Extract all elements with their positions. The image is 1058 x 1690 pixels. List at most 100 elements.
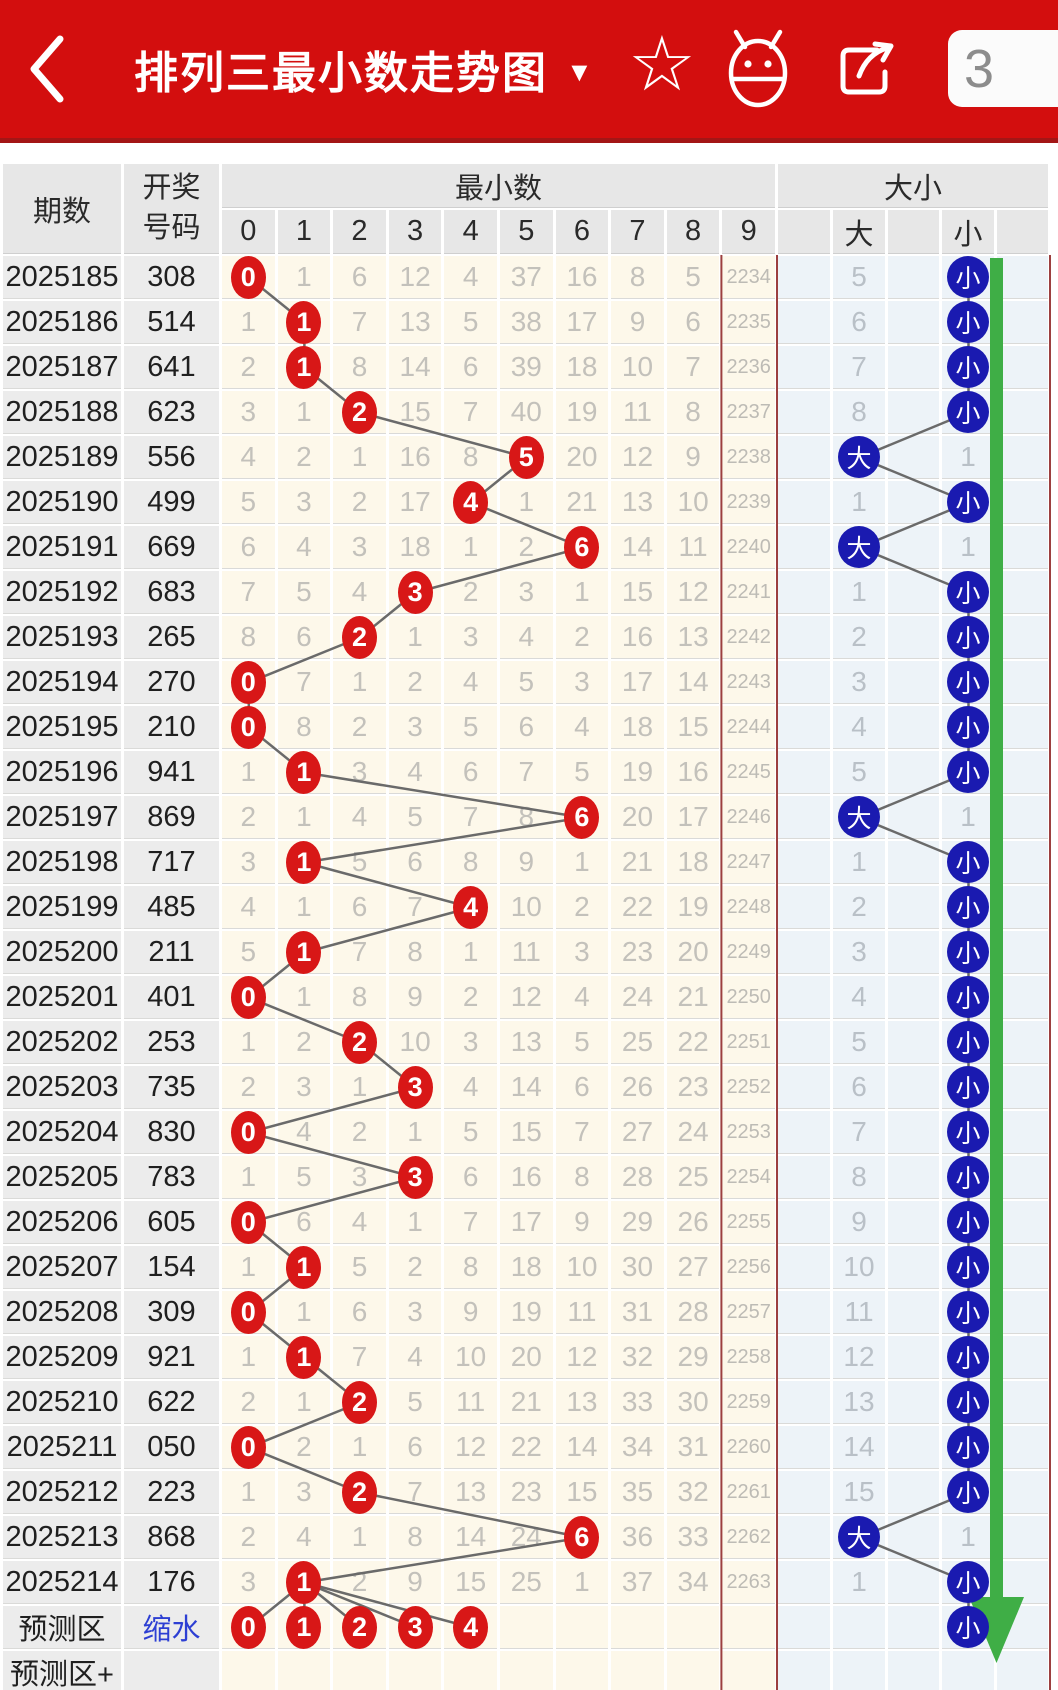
gap-cell — [888, 841, 939, 884]
draw-number-cell: 223 — [124, 1471, 219, 1514]
min-digit-circle: 2 — [341, 1020, 377, 1064]
miss-count-cell: 21 — [666, 976, 720, 1019]
miss-count-cell: 2234 — [722, 256, 775, 299]
miss-count-cell: 1 — [277, 750, 331, 794]
miss-count-cell: 1 — [222, 1336, 275, 1379]
miss-count-cell: 1 — [277, 1245, 331, 1289]
min-digit-circle: 6 — [564, 525, 600, 569]
gap-cell — [888, 1066, 939, 1109]
miss-count-cell: 37 — [500, 256, 553, 299]
gap-cell — [997, 1426, 1048, 1469]
miss-count-cell: 20 — [666, 931, 720, 974]
share-button[interactable] — [826, 0, 906, 138]
gap-cell — [778, 481, 830, 524]
gap-cell — [888, 481, 939, 524]
header-draw-number: 开奖 号码 — [124, 164, 219, 254]
miss-count-cell: 7 — [388, 1471, 442, 1514]
android-app-button[interactable] — [718, 0, 798, 138]
shrink-link-cell[interactable]: 缩水 — [124, 1606, 219, 1649]
miss-count-cell: 3 — [333, 526, 386, 569]
draw-number-cell: 783 — [124, 1156, 219, 1199]
miss-count-cell: 2261 — [722, 1471, 775, 1514]
min-digit-circle: 6 — [564, 1515, 600, 1559]
back-icon[interactable] — [24, 34, 70, 104]
miss-count-cell: 6 — [555, 795, 609, 839]
small-circle: 小 — [947, 571, 989, 613]
page-title[interactable]: 排列三最小数走势图 ▼ — [134, 0, 593, 138]
miss-count-cell: 1 — [333, 436, 386, 479]
miss-count-cell: 1 — [277, 1560, 331, 1604]
miss-count-cell: 3 — [388, 1065, 442, 1109]
miss-count-cell: 25 — [611, 1021, 664, 1064]
draw-number-cell: 270 — [124, 661, 219, 704]
miss-count-cell: 12 — [388, 256, 442, 299]
gap-cell — [888, 391, 939, 434]
predicted-digit-circle: 2 — [341, 1605, 377, 1649]
miss-count-cell: 2 — [444, 976, 497, 1019]
miss-count-cell: 13 — [666, 616, 720, 659]
miss-count-cell: 8 — [444, 436, 497, 479]
small-circle: 小 — [947, 481, 989, 523]
miss-count-cell: 2 — [222, 346, 275, 389]
big-cell — [833, 1651, 885, 1690]
prediction-digit-cell — [500, 1606, 553, 1649]
gap-cell — [997, 841, 1048, 884]
favorite-button[interactable]: ☆ — [622, 0, 702, 138]
gap-cell — [778, 841, 830, 884]
draw-number-cell: 683 — [124, 571, 219, 614]
big-cell: 1 — [833, 841, 885, 884]
big-cell: 4 — [833, 976, 885, 1019]
miss-count-cell: 7 — [555, 1111, 609, 1154]
miss-count-cell: 4 — [444, 256, 497, 299]
gap-cell — [778, 1381, 830, 1424]
miss-count-cell: 5 — [444, 706, 497, 749]
miss-count-cell: 8 — [333, 346, 386, 389]
big-cell: 15 — [833, 1471, 885, 1514]
miss-count-cell: 1 — [277, 391, 331, 434]
miss-count-cell: 2 — [333, 1470, 386, 1514]
gap-cell — [778, 661, 830, 704]
draw-number-cell: 641 — [124, 346, 219, 389]
min-digit-circle: 2 — [341, 615, 377, 659]
miss-count-cell: 13 — [611, 481, 664, 524]
gap-cell — [997, 1651, 1048, 1690]
miss-count-cell: 14 — [666, 661, 720, 704]
miss-count-cell: 9 — [388, 1561, 442, 1604]
small-cell: 小 — [942, 841, 994, 884]
miss-count-cell: 17 — [555, 301, 609, 344]
window-count-badge[interactable]: 3 — [948, 30, 1058, 107]
miss-count-cell: 1 — [333, 1516, 386, 1559]
miss-count-cell: 6 — [555, 1515, 609, 1559]
small-cell: 小 — [942, 1246, 994, 1289]
miss-count-cell: 16 — [500, 1156, 553, 1199]
big-cell: 3 — [833, 661, 885, 704]
draw-number-cell: 499 — [124, 481, 219, 524]
miss-count-cell: 8 — [555, 1156, 609, 1199]
miss-count-cell: 35 — [611, 1471, 664, 1514]
miss-count-cell: 20 — [611, 796, 664, 839]
miss-count-cell: 8 — [333, 976, 386, 1019]
miss-count-cell: 34 — [611, 1426, 664, 1469]
miss-count-cell: 7 — [500, 751, 553, 794]
small-circle: 小 — [947, 1471, 989, 1513]
gap-cell — [888, 796, 939, 839]
gap-cell — [888, 1336, 939, 1379]
miss-count-cell: 2 — [333, 1111, 386, 1154]
miss-count-cell: 1 — [277, 1291, 331, 1334]
miss-count-cell: 2 — [222, 1381, 275, 1424]
miss-count-cell: 9 — [555, 1201, 609, 1244]
miss-count-cell: 2 — [388, 1246, 442, 1289]
gap-cell — [888, 436, 939, 479]
miss-count-cell: 4 — [500, 616, 553, 659]
miss-count-cell: 3 — [277, 1066, 331, 1109]
small-circle: 小 — [947, 391, 989, 433]
min-digit-circle: 3 — [397, 1155, 433, 1199]
small-circle: 小 — [947, 751, 989, 793]
gap-cell — [888, 1156, 939, 1199]
header-digit-3: 3 — [388, 210, 442, 254]
small-cell — [942, 1651, 994, 1690]
miss-count-cell: 10 — [666, 481, 720, 524]
miss-count-cell: 2 — [277, 1021, 331, 1064]
miss-count-cell: 2245 — [722, 751, 775, 794]
gap-cell — [778, 1156, 830, 1199]
